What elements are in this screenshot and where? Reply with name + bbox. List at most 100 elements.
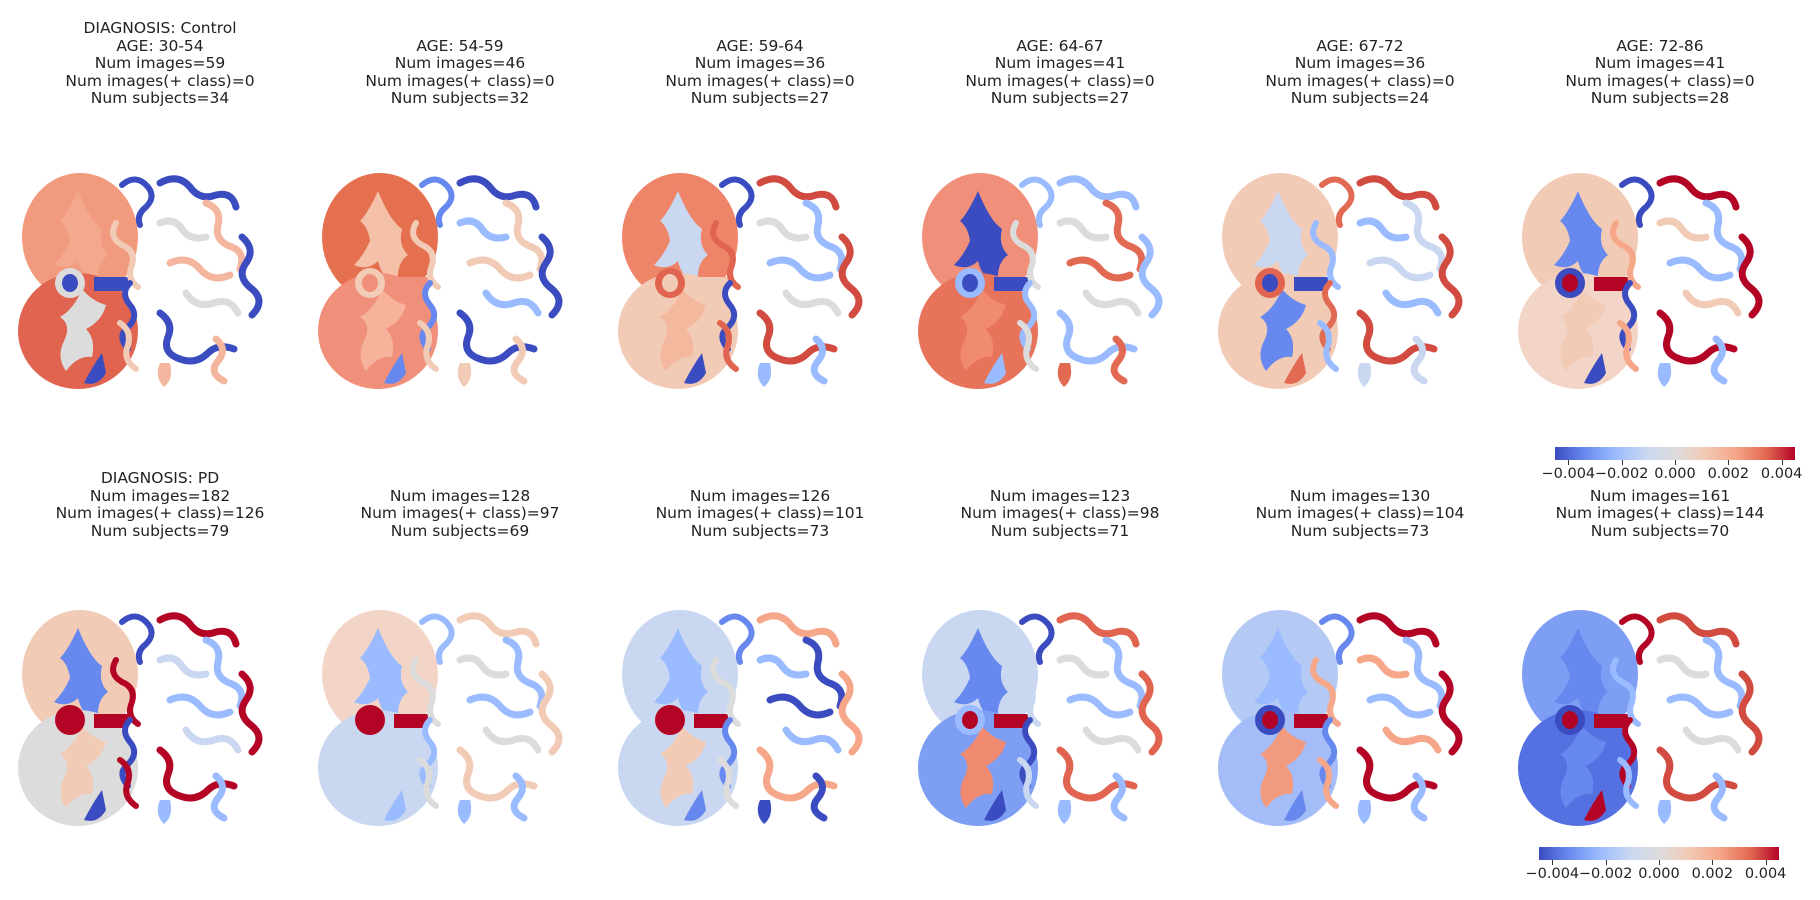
num-images: Num images=182 xyxy=(89,486,231,505)
colorbar-tick-label: 0.004 xyxy=(1744,866,1787,882)
gyrus-region xyxy=(756,217,810,242)
upper-lobe-inner-region xyxy=(954,191,1008,285)
num-images-pos-class: Num images(+ class)=104 xyxy=(1255,504,1465,522)
gyrus-region xyxy=(156,309,238,365)
central-bridge-region xyxy=(394,277,428,291)
gyrus-region xyxy=(1682,726,1742,754)
num-images: Num images=123 xyxy=(989,486,1131,505)
gyrus-region xyxy=(710,220,741,290)
panel-caption: Num images=130 Num images(+ class)=104 N… xyxy=(1210,486,1510,541)
gyrus-region xyxy=(502,636,546,710)
gyrus-region xyxy=(756,746,838,802)
gyrus-region xyxy=(1056,309,1138,365)
gyrus-region xyxy=(1056,612,1140,648)
gyrus-region xyxy=(1066,693,1134,719)
temporal-pole-region xyxy=(84,353,106,384)
temporal-pole-region xyxy=(384,353,406,384)
age-range: AGE: 72-86 xyxy=(1616,36,1704,55)
inferior-region xyxy=(757,800,772,824)
gyrus-region xyxy=(419,613,455,665)
central-bridge-region xyxy=(1594,714,1628,728)
gyrus-region xyxy=(419,176,455,228)
gyrus-region xyxy=(802,636,846,710)
gyrus-region xyxy=(1017,320,1039,372)
brain-slice-map xyxy=(618,173,863,389)
num-images: Num images=41 xyxy=(1594,54,1726,72)
gyrus-region xyxy=(1317,757,1339,809)
gyrus-region xyxy=(417,320,439,372)
gyrus-region xyxy=(1738,233,1763,319)
gyrus-region xyxy=(166,693,234,719)
num-images-pos-class: Num images(+ class)=101 xyxy=(655,504,865,522)
central-core-region xyxy=(1262,274,1278,292)
brain-slice-map xyxy=(318,173,563,389)
gyrus-region xyxy=(1019,717,1038,789)
lower-lobe-inner-region xyxy=(960,726,1006,808)
gyrus-region xyxy=(1666,693,1734,719)
num-images-pos-class: Num images(+ class)=0 xyxy=(965,71,1155,90)
temporal-pole-region xyxy=(984,353,1006,384)
gyrus-region xyxy=(1056,654,1110,679)
panel-caption: AGE: 54-59 Num images=46 Num images(+ cl… xyxy=(310,37,610,108)
gyrus-region xyxy=(538,233,563,319)
num-images: Num images=128 xyxy=(389,486,531,505)
gyrus-region xyxy=(1056,746,1138,802)
brain-slice-map xyxy=(18,173,263,389)
gyrus-region xyxy=(1656,175,1740,211)
colorbar-row-1: −0.004 −0.002 0.000 0.002 0.004 xyxy=(1541,447,1802,495)
num-images: Num images=36 xyxy=(1294,54,1426,72)
gyrus-region xyxy=(156,612,240,648)
gyrus-region xyxy=(1656,612,1740,648)
gyrus-region xyxy=(1066,256,1134,282)
gyrus-region xyxy=(419,717,438,789)
gyrus-region xyxy=(1019,280,1038,352)
gyrus-region xyxy=(838,670,863,756)
lower-lobe-inner-region xyxy=(1260,726,1306,808)
inferior-region xyxy=(457,363,472,387)
gyrus-region xyxy=(1356,654,1410,679)
gyrus-region xyxy=(1019,176,1055,228)
gyrus-region xyxy=(456,746,538,802)
gyrus-region xyxy=(1702,636,1746,710)
upper-lobe-inner-region xyxy=(54,191,108,285)
inferior-region xyxy=(1357,363,1372,387)
num-images-pos-class: Num images(+ class)=126 xyxy=(55,504,265,522)
lower-lobe-inner-region xyxy=(1560,726,1606,808)
gyrus-region xyxy=(1710,772,1728,822)
upper-lobe-inner-region xyxy=(354,628,408,722)
gyrus-region xyxy=(156,654,210,679)
colorbar-tick xyxy=(1621,460,1623,465)
inferior-region xyxy=(457,800,472,824)
gyrus-region xyxy=(1310,220,1341,290)
gyrus-region xyxy=(1310,657,1341,727)
gyrus-region xyxy=(782,289,842,317)
num-images-pos-class: Num images(+ class)=0 xyxy=(665,71,855,90)
upper-lobe-inner-region xyxy=(1554,628,1608,722)
num-images-pos-class: Num images(+ class)=144 xyxy=(1555,504,1765,522)
gyrus-region xyxy=(1356,175,1440,211)
colorbar-tick-label: −0.002 xyxy=(1594,466,1649,482)
colorbar-gradient xyxy=(1539,847,1779,860)
age-range: AGE: 59-64 xyxy=(716,36,804,55)
num-images-pos-class: Num images(+ class)=98 xyxy=(960,504,1160,522)
lower-lobe-inner-region xyxy=(660,289,706,371)
colorbar-tick xyxy=(1781,460,1783,465)
brain-slice-map xyxy=(1518,173,1763,389)
gyrus-region xyxy=(782,726,842,754)
temporal-pole-region xyxy=(1584,790,1606,821)
gyrus-region xyxy=(119,280,138,352)
num-images: Num images=59 xyxy=(94,54,226,72)
gyrus-region xyxy=(1019,613,1055,665)
gyrus-region xyxy=(202,636,246,710)
gyrus-region xyxy=(1319,280,1338,352)
brain-slice-map xyxy=(918,610,1163,826)
central-core-region xyxy=(962,274,978,292)
colorbar-tick-label: −0.002 xyxy=(1578,866,1633,882)
gyrus-region xyxy=(1610,220,1641,290)
gyrus-region xyxy=(1110,772,1128,822)
num-images: Num images=130 xyxy=(1289,486,1431,505)
gyrus-region xyxy=(482,726,542,754)
central-core-region xyxy=(1562,711,1578,729)
upper-lobe-inner-region xyxy=(1254,628,1308,722)
brain-slice-map xyxy=(18,610,263,826)
